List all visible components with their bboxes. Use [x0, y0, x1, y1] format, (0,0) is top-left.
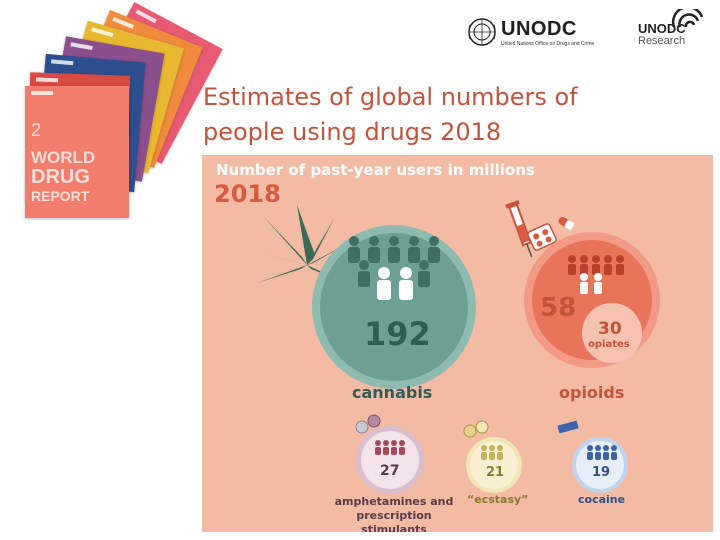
- cannabis-value: 192: [364, 315, 431, 353]
- ecstasy-people-icon: [481, 445, 503, 460]
- ecstasy-pills-icon: [463, 420, 489, 438]
- unodc-research-logo: UNODC Research: [636, 9, 716, 49]
- unodc-wordmark: UNODC: [501, 18, 577, 40]
- report-cover-number: 2: [31, 120, 42, 140]
- cocaine-card-icon: [557, 420, 579, 434]
- un-emblem-icon: [468, 18, 496, 46]
- report-cover-title-line3: REPORT: [31, 188, 90, 204]
- infographic-year: 2018: [214, 180, 281, 208]
- amphetamines-label: amphetamines and prescription stimulants: [334, 495, 454, 532]
- cocaine-value: 19: [592, 465, 611, 480]
- opioids-label: opioids: [559, 383, 625, 402]
- opioids-people-icon: [568, 255, 624, 275]
- opiates-label: opiates: [588, 339, 630, 350]
- amphetamines-value: 27: [380, 463, 400, 479]
- cocaine-label: cocaine: [578, 493, 626, 506]
- report-covers: 2 WORLD DRUG REPORT: [0, 0, 223, 230]
- cannabis-label: cannabis: [352, 383, 433, 402]
- cannabis-people-icon: [348, 236, 440, 287]
- report-cover-front: 2 WORLD DRUG REPORT: [25, 86, 129, 218]
- unodc-subtitle: United Nations Office on Drugs and Crime: [501, 41, 595, 47]
- opioids-value: 58: [540, 293, 577, 323]
- capsule-icon: [558, 217, 575, 230]
- ecstasy-label: “ecstasy”: [467, 493, 529, 506]
- amphetamines-people-icon: [375, 440, 405, 455]
- pill-blister-icon: [527, 223, 557, 251]
- opiates-value: 30: [598, 319, 622, 339]
- infographic-graphics: [249, 200, 660, 494]
- syringe-icon: [505, 200, 533, 258]
- report-cover-title-line2: DRUG: [31, 166, 90, 188]
- research-arcs-icon: [671, 9, 704, 28]
- cocaine-people-icon: [587, 445, 617, 460]
- infographic-heading: Number of past-year users in millions: [216, 161, 535, 179]
- infographic-panel: Number of past-year users in millions 20…: [202, 155, 713, 532]
- research-logo-bottom: Research: [638, 35, 686, 47]
- slide-title: Estimates of global numbers of people us…: [203, 83, 578, 146]
- report-cover-title-line1: WORLD: [31, 148, 96, 167]
- amphetamine-pills-icon: [355, 414, 381, 434]
- unodc-logo: UNODC United Nations Office on Drugs and…: [467, 15, 617, 51]
- ecstasy-value: 21: [486, 465, 505, 480]
- research-logo-top: UNODC: [638, 21, 686, 36]
- opiates-circle: [582, 303, 642, 363]
